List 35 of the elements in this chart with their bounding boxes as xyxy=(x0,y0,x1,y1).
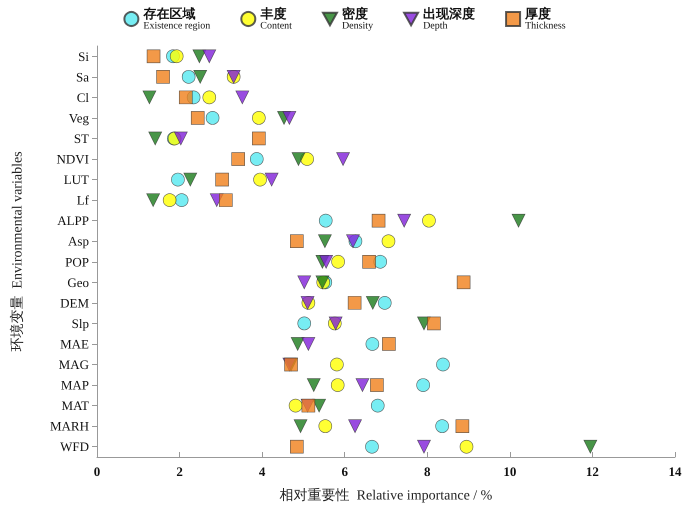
x-tick-label: 6 xyxy=(341,464,348,479)
y-tick-label: Sa xyxy=(76,69,90,84)
y-tick-label: DEM xyxy=(60,295,90,310)
legend-label: 密度 Density xyxy=(342,6,374,32)
x-tick-label: 10 xyxy=(503,464,516,479)
y-tick-label: Lf xyxy=(76,192,90,208)
y-tick-label: MAG xyxy=(58,357,89,372)
legend-label: 存在区域 Existence region xyxy=(142,6,210,32)
y-tick-label: MAE xyxy=(60,336,90,352)
y-tick-label: Slp xyxy=(72,316,89,331)
x-tick-label: 2 xyxy=(176,464,183,479)
y-tick-label: ALPP xyxy=(57,213,89,228)
x-tick-label: 12 xyxy=(586,464,599,479)
y-tick-label: ST xyxy=(74,130,90,146)
y-tick-label: WFD xyxy=(60,439,89,454)
x-tick-label: 4 xyxy=(258,464,266,479)
legend-label: 出现深度 Depth xyxy=(423,6,476,32)
y-tick-label: MAT xyxy=(62,398,90,414)
y-axis-title: 环境变量 Environmental variables xyxy=(10,151,26,352)
y-tick-label: Veg xyxy=(68,110,90,126)
y-tick-label: Si xyxy=(78,48,90,64)
x-tick-label: 14 xyxy=(668,464,682,479)
y-tick-label: NDVI xyxy=(56,152,89,167)
y-tick-label: MARH xyxy=(50,418,89,434)
y-tick-label: LUT xyxy=(64,172,90,188)
legend-label: 厚度 Thickness xyxy=(524,6,566,32)
y-tick-label: Asp xyxy=(68,234,89,249)
x-tick-label: 8 xyxy=(424,464,432,479)
y-tick-label: Cl xyxy=(76,90,90,105)
y-tick-label: POP xyxy=(65,254,89,270)
y-tick-label: MAP xyxy=(60,378,89,393)
x-tick-label: 0 xyxy=(94,464,100,479)
legend-label: 丰度 Content xyxy=(259,6,292,32)
y-tick-label: Geo xyxy=(67,274,89,290)
x-axis-title: 相对重要性 Relative importance / % xyxy=(280,488,493,504)
